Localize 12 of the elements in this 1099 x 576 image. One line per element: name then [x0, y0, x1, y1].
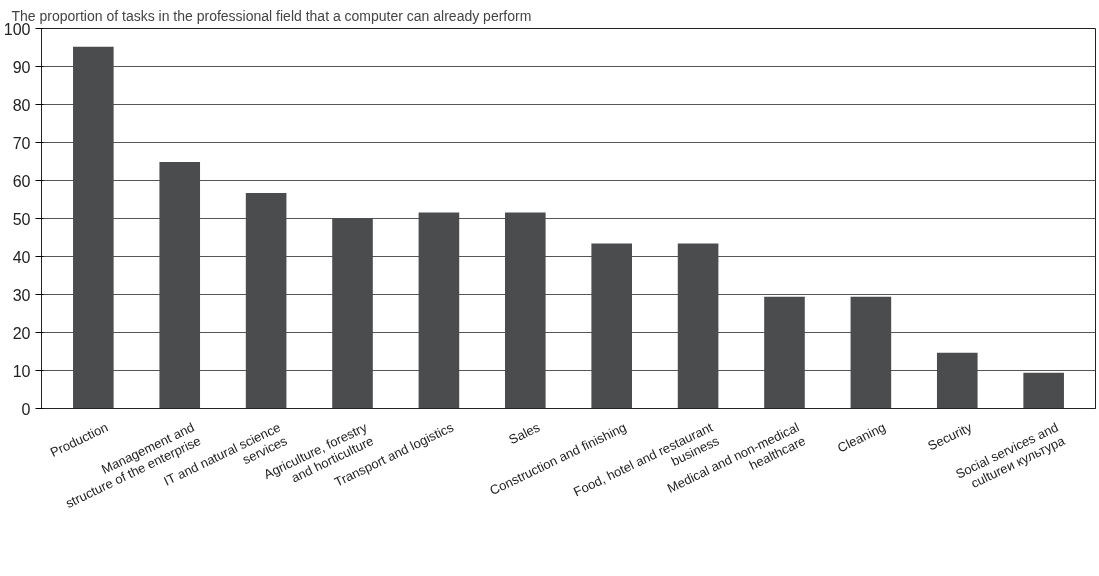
y-tick-label: 30: [12, 286, 31, 304]
y-tick-label: 80: [12, 96, 31, 114]
x-tick-label: Sales: [506, 419, 543, 448]
y-tick-label: 50: [12, 210, 31, 228]
y-tick-label: 40: [12, 248, 31, 266]
y-tick-label: 0: [21, 400, 31, 418]
y-tick-label: 10: [12, 362, 31, 380]
y-tick-label: 90: [12, 58, 31, 76]
y-tick-label: 70: [12, 134, 31, 152]
y-tick-label: 60: [12, 172, 31, 190]
bar: [1023, 372, 1064, 409]
y-tick-label: 20: [12, 324, 31, 342]
